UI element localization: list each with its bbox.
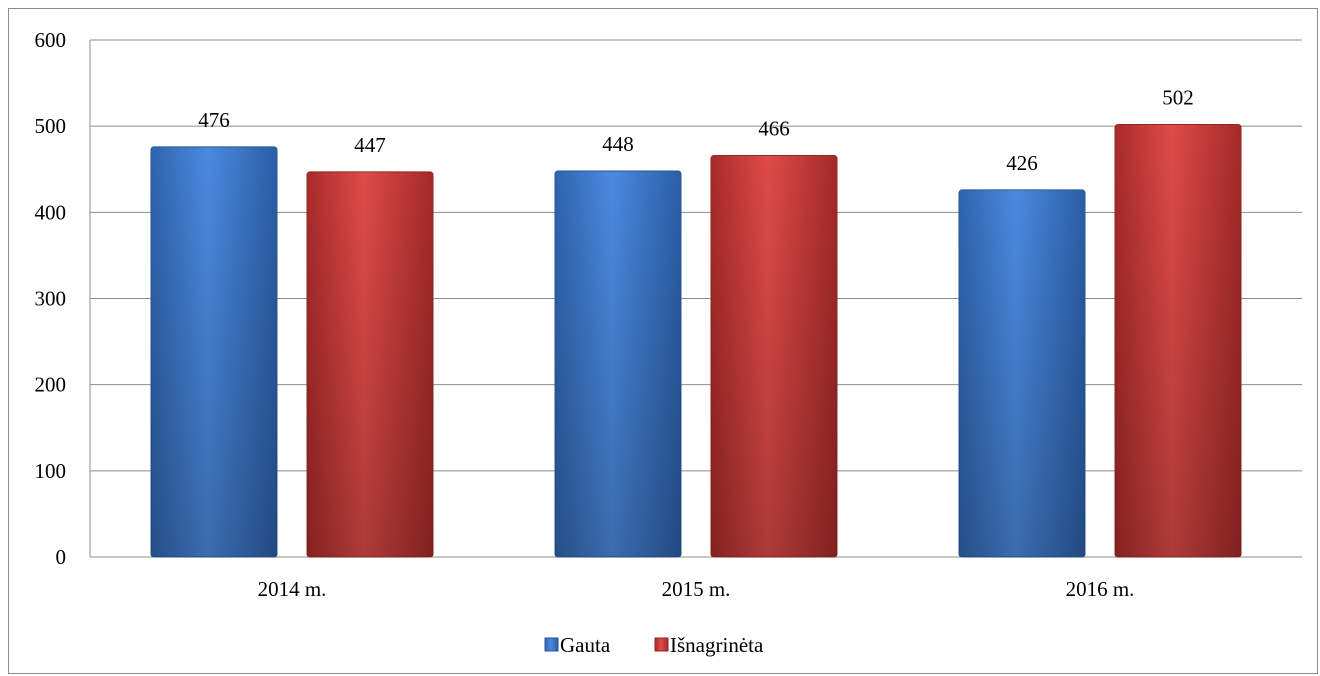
x-tick-label: 2015 m.	[662, 577, 731, 601]
bars	[150, 123, 1242, 558]
y-tick-label: 200	[35, 373, 67, 397]
legend: Gauta Išnagrinėta	[544, 633, 764, 657]
data-label: 466	[758, 116, 790, 140]
legend-item-išnagrinėta: Išnagrinėta	[654, 633, 764, 657]
x-tick-label: 2014 m.	[258, 577, 327, 601]
bar-shade	[307, 171, 433, 557]
y-tick-label: 400	[35, 200, 67, 224]
legend-swatch	[544, 637, 559, 652]
data-label: 447	[354, 133, 386, 157]
y-tick-label: 600	[35, 28, 67, 52]
legend-swatch	[654, 637, 669, 652]
bar-shade	[1115, 124, 1241, 558]
bar-shade	[711, 155, 837, 558]
legend-label: Gauta	[560, 633, 611, 657]
data-labels: 476 447 448 466 426 502	[198, 85, 1194, 174]
data-label: 448	[602, 132, 634, 156]
bar-shade	[959, 189, 1085, 557]
y-tick-label: 300	[35, 287, 67, 311]
x-tick-label: 2016 m.	[1066, 577, 1135, 601]
legend-label: Išnagrinėta	[670, 633, 764, 657]
legend-item-gauta: Gauta	[544, 633, 611, 657]
data-label: 476	[198, 108, 230, 132]
data-label: 426	[1006, 151, 1038, 175]
y-tick-label: 0	[56, 545, 67, 569]
bar-shade	[555, 170, 681, 557]
data-label: 502	[1162, 85, 1194, 109]
bar-shade	[151, 146, 277, 557]
y-tick-label: 100	[35, 459, 67, 483]
x-axis-tick-labels: 2014 m. 2015 m. 2016 m.	[258, 577, 1135, 601]
gridlines	[89, 39, 1302, 558]
y-tick-label: 500	[35, 114, 67, 138]
y-axis-tick-labels: 0 100 200 300 400 500 600	[35, 28, 67, 569]
